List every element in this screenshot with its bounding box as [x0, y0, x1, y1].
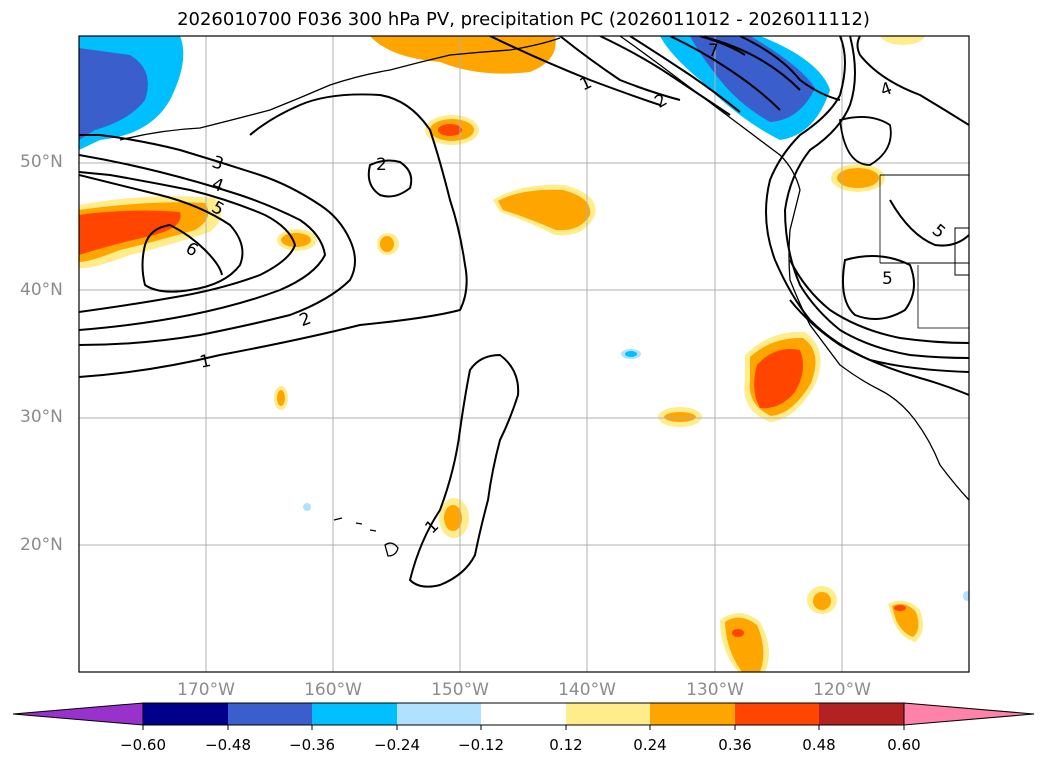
- colorbar-segment-1: [143, 703, 228, 725]
- colorbar-segment-3: [312, 703, 397, 725]
- contour-label-1a: 1: [198, 351, 213, 373]
- colorbar-segment-9: [819, 703, 904, 725]
- colorbar-tick-label: 0.36: [718, 736, 752, 754]
- contour-label-6: 6: [182, 238, 201, 261]
- colorbar-tick-label: 0.24: [633, 736, 667, 754]
- lat-label-50n: 50°N: [20, 152, 63, 172]
- contour-label-2c: 2: [652, 90, 671, 113]
- colorbar-segment-8: [735, 703, 819, 725]
- contour-label-7: 7: [708, 41, 719, 61]
- colorbar-tick-label: 0.12: [549, 736, 583, 754]
- colorbar-segment-2: [228, 703, 312, 725]
- lon-label-170w: 170°W: [177, 680, 235, 700]
- lon-label-130w: 130°W: [686, 680, 744, 700]
- colorbar: [12, 702, 1035, 730]
- colorbar-tick-label: 0.60: [887, 736, 921, 754]
- contour-label-2b: 2: [376, 155, 387, 175]
- graticule: [79, 36, 969, 672]
- colorbar-tick-label: −0.60: [120, 736, 166, 754]
- colorbar-segment-4: [397, 703, 481, 725]
- lat-label-30n: 30°N: [20, 407, 63, 427]
- contour-label-2a: 2: [297, 309, 314, 331]
- colorbar-tick-label: −0.12: [458, 736, 504, 754]
- contour-label-1c: 1: [577, 73, 595, 96]
- lon-label-140w: 140°W: [558, 680, 616, 700]
- colorbar-tick-label: −0.24: [374, 736, 420, 754]
- colorbar-tick-label: −0.48: [205, 736, 251, 754]
- colorbar-segment-5: [481, 703, 566, 725]
- map-title: 2026010700 F036 300 hPa PV, precipitatio…: [177, 9, 870, 30]
- contour-label-5c: 5: [882, 269, 893, 289]
- colorbar-tick-label: −0.36: [289, 736, 335, 754]
- lon-label-120w: 120°W: [813, 680, 871, 700]
- colorbar-extend-high: [903, 702, 1035, 726]
- lat-label-40n: 40°N: [20, 280, 63, 300]
- contour-label-4: 4: [209, 174, 226, 196]
- pv-contours: [79, 36, 969, 588]
- map-frame: [78, 35, 970, 673]
- lon-label-160w: 160°W: [304, 680, 362, 700]
- contour-label-5b: 5: [928, 221, 949, 243]
- colorbar-extend-low: [12, 702, 144, 726]
- lon-label-150w: 150°W: [431, 680, 489, 700]
- colorbar-segment-7: [650, 703, 735, 725]
- lat-label-20n: 20°N: [20, 535, 63, 555]
- colorbar-tick-label: 0.48: [802, 736, 836, 754]
- negative-precip-areas: [79, 36, 969, 601]
- colorbar-segment-6: [566, 703, 650, 725]
- positive-precip-areas: [79, 36, 925, 672]
